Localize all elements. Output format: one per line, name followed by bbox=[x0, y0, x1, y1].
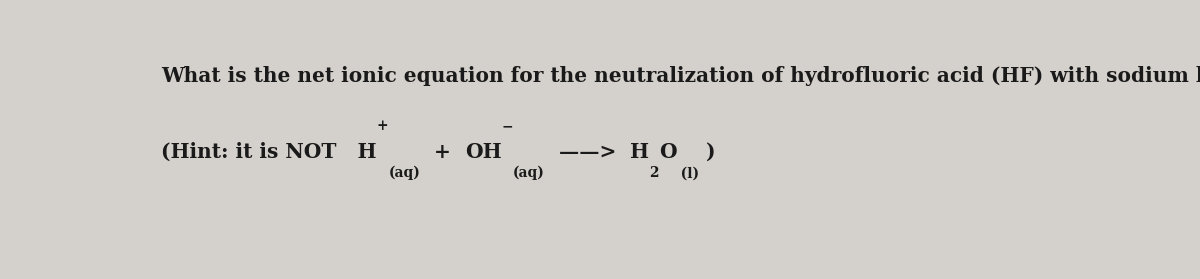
Text: −: − bbox=[502, 119, 514, 133]
Text: ): ) bbox=[700, 142, 715, 162]
Text: (aq): (aq) bbox=[514, 166, 545, 181]
Text: What is the net ionic equation for the neutralization of hydrofluoric acid (HF) : What is the net ionic equation for the n… bbox=[161, 66, 1200, 86]
Text: OH: OH bbox=[464, 142, 502, 162]
Text: (l): (l) bbox=[677, 166, 700, 181]
Text: 2: 2 bbox=[649, 166, 659, 181]
Text: (aq): (aq) bbox=[389, 166, 420, 181]
Text: H: H bbox=[630, 142, 649, 162]
Text: +: + bbox=[377, 119, 389, 133]
Text: (Hint: it is NOT   H: (Hint: it is NOT H bbox=[161, 142, 377, 162]
Text: ——>: ——> bbox=[545, 142, 630, 162]
Text: +: + bbox=[420, 142, 464, 162]
Text: O: O bbox=[659, 142, 677, 162]
